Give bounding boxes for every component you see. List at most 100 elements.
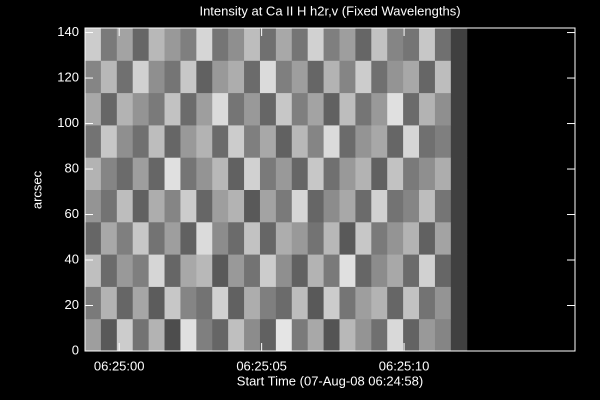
heatmap-cell (132, 28, 150, 61)
heatmap-cell (244, 189, 261, 223)
heatmap-cell (450, 254, 468, 287)
heatmap-cell (434, 157, 452, 190)
x-axis-label: Start Time (07-Aug-08 06:24:58) (237, 373, 423, 388)
heatmap-cell (180, 221, 197, 255)
heatmap-cell (307, 189, 325, 223)
heatmap-cell (339, 92, 356, 126)
heatmap-cell (244, 318, 261, 352)
heatmap-cell (132, 92, 150, 126)
x-tick-label: 06:25:05 (236, 358, 287, 373)
heatmap-cell (100, 286, 118, 320)
heatmap-cell (450, 157, 468, 190)
heatmap-cell (212, 318, 229, 352)
heatmap-cell (116, 318, 134, 352)
heatmap-cell (164, 157, 181, 190)
heatmap-cell (339, 124, 356, 158)
y-tick-label: 120 (57, 69, 79, 84)
heatmap-cell (291, 189, 309, 223)
heatmap-cell (450, 124, 468, 158)
y-tick-label: 140 (57, 24, 79, 39)
heatmap-cell (212, 60, 229, 94)
heatmap-cell (196, 318, 213, 352)
heatmap-cell (339, 254, 356, 287)
heatmap-cell (275, 254, 293, 287)
heatmap-cell (434, 221, 452, 255)
heatmap-cell (450, 92, 468, 126)
heatmap-cell (244, 286, 261, 320)
heatmap-cell (434, 286, 452, 320)
heatmap-cell (323, 60, 340, 94)
heatmap-cell (180, 286, 197, 320)
heatmap-cell (307, 124, 325, 158)
heatmap-cell (164, 189, 181, 223)
heatmap-cell (291, 92, 309, 126)
heatmap-cell (387, 124, 404, 158)
heatmap-cell (100, 157, 118, 190)
heatmap-cell (228, 189, 245, 223)
heatmap-cell (228, 254, 245, 287)
heatmap-cell (196, 221, 213, 255)
heatmap-cell (450, 60, 468, 94)
y-tick-label: 20 (65, 297, 79, 312)
heatmap-cell (116, 124, 134, 158)
heatmap-cell (228, 318, 245, 352)
heatmap-cell (244, 60, 261, 94)
heatmap-cell (228, 124, 245, 158)
heatmap-cell (116, 157, 134, 190)
heatmap-cell (275, 92, 293, 126)
heatmap-cell (387, 221, 404, 255)
heatmap-cell (275, 318, 293, 352)
heatmap-cell (132, 60, 150, 94)
heatmap-cell (148, 92, 166, 126)
heatmap-cell (371, 254, 388, 287)
heatmap-cell (275, 124, 293, 158)
heatmap-cell (180, 318, 197, 352)
heatmap-cell (116, 60, 134, 94)
heatmap-cell (387, 286, 404, 320)
heatmap-cell (419, 221, 436, 255)
heatmap-cell (291, 254, 309, 287)
x-tick-label: 06:25:00 (94, 358, 145, 373)
heatmap-cell (403, 318, 420, 352)
heatmap-cell (355, 286, 372, 320)
heatmap-cell (259, 189, 277, 223)
heatmap-cell (164, 318, 181, 352)
heatmap-cell (450, 221, 468, 255)
heatmap-cell (164, 124, 181, 158)
heatmap-cell (228, 28, 245, 61)
y-tick-label: 80 (65, 160, 79, 175)
heatmap-cell (450, 286, 468, 320)
heatmap-cell (355, 124, 372, 158)
heatmap-cell (291, 60, 309, 94)
heatmap-cell (244, 221, 261, 255)
heatmap-cell (403, 28, 420, 61)
heatmap-cell (180, 189, 197, 223)
heatmap-cell (371, 318, 388, 352)
heatmap-cell (132, 254, 150, 287)
y-axis-label: arcsec (29, 170, 44, 209)
heatmap-cell (164, 286, 181, 320)
heatmap-cell (196, 28, 213, 61)
heatmap-cell (323, 254, 340, 287)
heatmap-cell (307, 286, 325, 320)
heatmap-cell (85, 286, 102, 320)
heatmap-cell (85, 254, 102, 287)
heatmap-cell (100, 254, 118, 287)
heatmap-cell (132, 318, 150, 352)
heatmap-cell (450, 28, 468, 61)
heatmap-cell (228, 221, 245, 255)
heatmap-cell (148, 157, 166, 190)
heatmap-cell (180, 157, 197, 190)
heatmap-cell (100, 92, 118, 126)
heatmap-cell (291, 157, 309, 190)
y-tick-label: 0 (72, 342, 79, 357)
heatmap-cell (403, 60, 420, 94)
x-tick-label: 06:25:10 (379, 358, 430, 373)
heatmap-cell (403, 221, 420, 255)
heatmap-cell (259, 318, 277, 352)
heatmap-cell (371, 28, 388, 61)
heatmap-cell (291, 221, 309, 255)
heatmap-cell (116, 92, 134, 126)
heatmap-cell (148, 221, 166, 255)
heatmap-cell (180, 60, 197, 94)
